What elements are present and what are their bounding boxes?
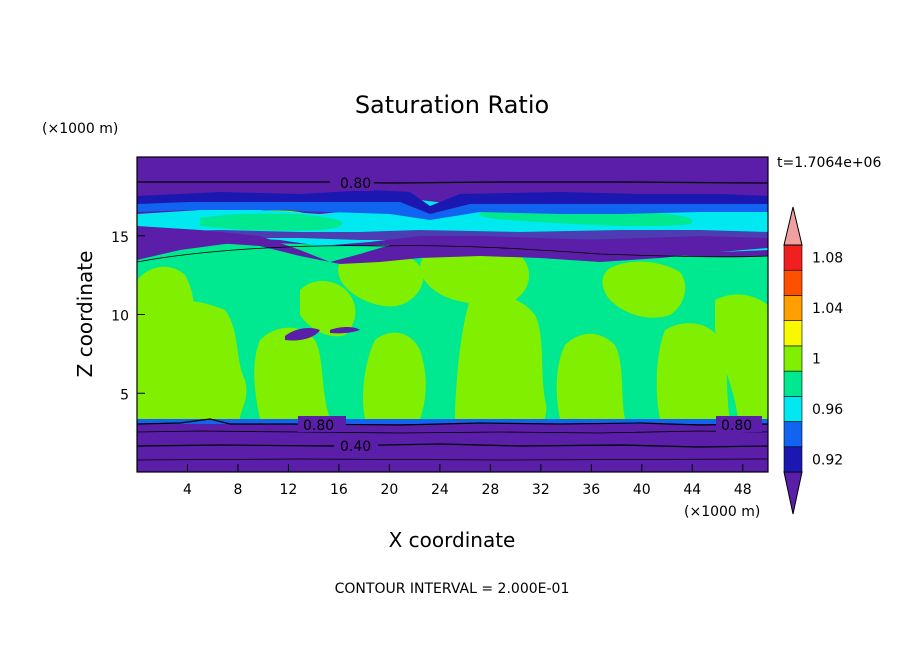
x-axis: 4 8 12 16 20 24 28 32 36 40 44 48 <box>183 464 752 498</box>
x-tick-label: 28 <box>481 482 499 498</box>
colorbar-swatch <box>783 446 803 473</box>
colorbar-swatch <box>783 320 803 347</box>
x-tick-label: 48 <box>734 482 752 498</box>
colorbar-swatch <box>783 370 803 397</box>
colorbar-label: 1 <box>812 352 821 368</box>
colorbar-label: 1.08 <box>812 251 843 267</box>
chart-title: Saturation Ratio <box>355 91 549 119</box>
x-tick-label: 40 <box>633 482 651 498</box>
time-label: t=1.7064e+06 <box>777 155 881 171</box>
y-tick-label: 15 <box>111 230 129 246</box>
field-dry-patch <box>285 327 360 341</box>
field-dry-band-2 <box>137 230 768 240</box>
x-tick-label: 36 <box>582 482 600 498</box>
y-units-label: (×1000 m) <box>42 121 118 137</box>
colorbar: 0.92 0.96 1 1.04 1.08 <box>783 206 843 515</box>
colorbar-extend-min <box>783 471 803 515</box>
contour-interval-note: CONTOUR INTERVAL = 2.000E-01 <box>335 581 570 597</box>
contour-label-group: 0.80 0.80 0.40 0.80 <box>298 173 762 455</box>
colorbar-swatch <box>783 345 803 372</box>
y-tick-label: 5 <box>120 387 129 403</box>
colorbar-label: 0.92 <box>812 452 843 468</box>
x-tick-label: 12 <box>280 482 298 498</box>
x-tick-label: 20 <box>380 482 398 498</box>
plot-area: 0.80 0.80 0.40 0.80 <box>136 156 769 473</box>
y-tick-label: 10 <box>111 309 129 325</box>
x-axis-label: X coordinate <box>389 528 516 552</box>
colorbar-label: 0.96 <box>812 402 843 418</box>
field-upper-navy <box>137 190 768 214</box>
y-axis: 5 10 15 <box>111 230 145 403</box>
colorbar-label: 1.04 <box>812 301 843 317</box>
contour-label-040: 0.40 <box>340 439 371 455</box>
x-tick-label: 4 <box>183 482 192 498</box>
field-upper-green <box>200 209 693 231</box>
colorbar-swatch <box>783 396 803 422</box>
contour-label-lower-left: 0.80 <box>303 418 334 434</box>
field-plumes <box>137 210 768 419</box>
x-units-label: (×1000 m) <box>684 504 760 520</box>
x-tick-label: 8 <box>233 482 242 498</box>
x-tick-label: 44 <box>683 482 701 498</box>
contour-label-upper: 0.80 <box>340 176 371 192</box>
contour-lines <box>137 181 768 461</box>
colorbar-swatch <box>783 421 803 448</box>
x-tick-label: 32 <box>532 482 550 498</box>
colorbar-swatch <box>783 295 803 321</box>
colorbar-swatch <box>783 244 803 271</box>
contour-label-lower-right: 0.80 <box>721 418 752 434</box>
colorbar-extend-max <box>783 206 803 246</box>
x-tick-label: 16 <box>330 482 348 498</box>
y-axis-label: Z coordinate <box>73 251 97 378</box>
colorbar-swatch <box>783 269 803 296</box>
x-tick-label: 24 <box>431 482 449 498</box>
